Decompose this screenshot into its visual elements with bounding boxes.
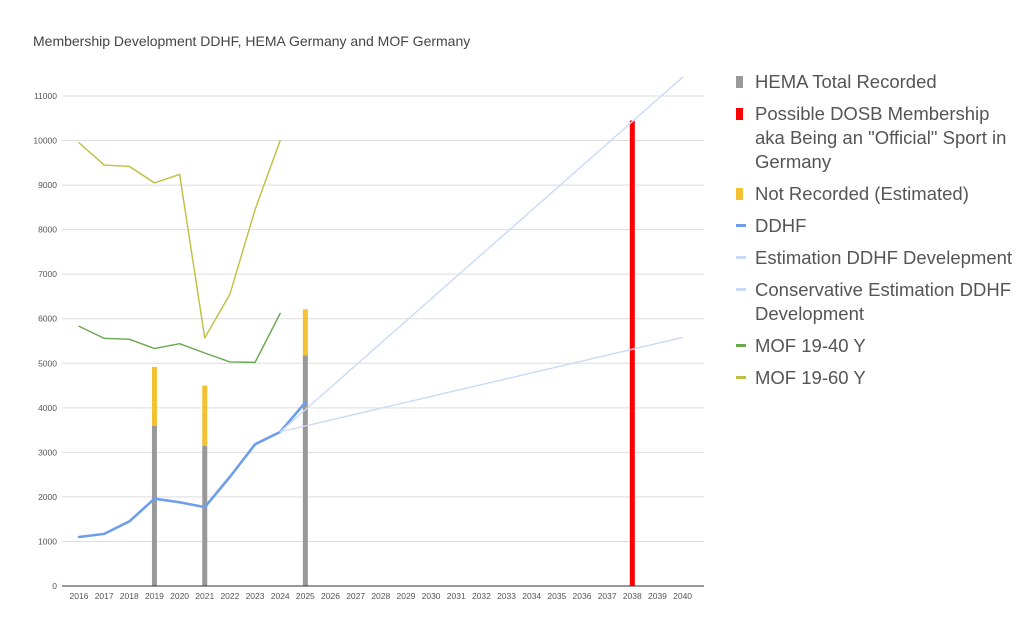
series-line: [78, 312, 281, 364]
chart-plot: 0 1000 2000 3000 4000 5000 6000 7000 8000 9000 100…: [33, 76, 704, 601]
y-tick-label: 11000: [34, 91, 57, 101]
x-tick-label: 2020: [170, 591, 189, 601]
y-tick-label: 1000: [38, 536, 57, 546]
x-tick-label: 2033: [497, 591, 516, 601]
x-tick-label: 2018: [120, 591, 139, 601]
x-tick-label: 2037: [598, 591, 617, 601]
x-tick-label: 2031: [447, 591, 466, 601]
y-tick-label: 4000: [38, 403, 57, 413]
series-line: [78, 139, 281, 339]
x-tick-label: 2026: [321, 591, 340, 601]
y-tick-label: 5000: [38, 358, 57, 368]
x-tick-label: 2021: [195, 591, 214, 601]
legend-label: MOF 19-60 Y: [755, 367, 866, 388]
bar: [629, 120, 635, 586]
legend-item: MOF 19-60 Y: [736, 366, 1016, 390]
legend-swatch: [736, 256, 746, 259]
x-tick-label: 2028: [371, 591, 390, 601]
legend-swatch: [736, 108, 743, 120]
x-tick-label: 2025: [296, 591, 315, 601]
series-line: [279, 76, 684, 433]
y-tick-label: 2000: [38, 492, 57, 502]
legend-item: HEMA Total Recorded: [736, 70, 1016, 94]
legend-swatch: [736, 344, 746, 347]
legend-item: Not Recorded (Estimated): [736, 182, 1016, 206]
legend-swatch: [736, 376, 746, 379]
legend-item: MOF 19-40 Y: [736, 334, 1016, 358]
y-tick-label: 7000: [38, 269, 57, 279]
legend-label: Not Recorded (Estimated): [755, 183, 969, 204]
gridlines: [62, 95, 704, 542]
x-tick-label: 2027: [346, 591, 365, 601]
x-tick-label: 2023: [246, 591, 265, 601]
x-tick-label: 2024: [271, 591, 290, 601]
series-lines: [77, 76, 684, 539]
legend-swatch: [736, 288, 746, 291]
x-tick-label: 2039: [648, 591, 667, 601]
x-tick-label: 2035: [547, 591, 566, 601]
bar-stacked-segment: [202, 385, 208, 446]
y-tick-label: 3000: [38, 447, 57, 457]
bar: [202, 445, 208, 586]
x-tick-label: 2038: [623, 591, 642, 601]
axes: 0 1000 2000 3000 4000 5000 6000 7000 8000 9000 100…: [33, 91, 704, 601]
x-tick-label: 2022: [220, 591, 239, 601]
y-tick-label: 9000: [38, 180, 57, 190]
y-tick-label: 6000: [38, 314, 57, 324]
legend-label: Conservative Estimation DDHF Development: [755, 279, 1011, 324]
chart-title: Membership Development DDHF, HEMA German…: [33, 33, 471, 49]
legend-item: Conservative Estimation DDHF Development: [736, 278, 1016, 326]
x-tick-label: 2040: [673, 591, 692, 601]
y-tick-label: 0: [52, 581, 57, 591]
legend-item: Estimation DDHF Develepment: [736, 246, 1016, 270]
y-tick-label: 8000: [38, 225, 57, 235]
x-tick-label: 2034: [522, 591, 541, 601]
legend: HEMA Total Recorded Possible DOSB Members…: [736, 70, 1016, 398]
legend-item: DDHF: [736, 214, 1016, 238]
legend-label: Estimation DDHF Develepment: [755, 247, 1013, 268]
bars: [151, 120, 635, 586]
legend-item: Possible DOSB Membership aka Being an "O…: [736, 102, 1016, 174]
x-tick-label: 2036: [573, 591, 592, 601]
bar: [302, 355, 308, 586]
legend-swatch: [736, 188, 743, 200]
series-line: [77, 401, 307, 539]
legend-swatch: [736, 76, 743, 88]
legend-label: HEMA Total Recorded: [755, 71, 937, 92]
legend-swatch: [736, 224, 746, 227]
x-tick-label: 2032: [472, 591, 491, 601]
x-tick-label: 2029: [396, 591, 415, 601]
x-tick-label: 2016: [70, 591, 89, 601]
legend-label: MOF 19-40 Y: [755, 335, 866, 356]
bar: [151, 425, 157, 586]
bar-stacked-segment: [151, 366, 157, 426]
series-line: [279, 336, 684, 433]
y-tick-label: 10000: [33, 136, 57, 146]
x-tick-label: 2019: [145, 591, 164, 601]
legend-label: DDHF: [755, 215, 807, 236]
x-tick-label: 2017: [95, 591, 114, 601]
legend-label: Possible DOSB Membership aka Being an "O…: [755, 103, 1007, 172]
bar-stacked-segment: [302, 309, 308, 356]
x-tick-label: 2030: [422, 591, 441, 601]
